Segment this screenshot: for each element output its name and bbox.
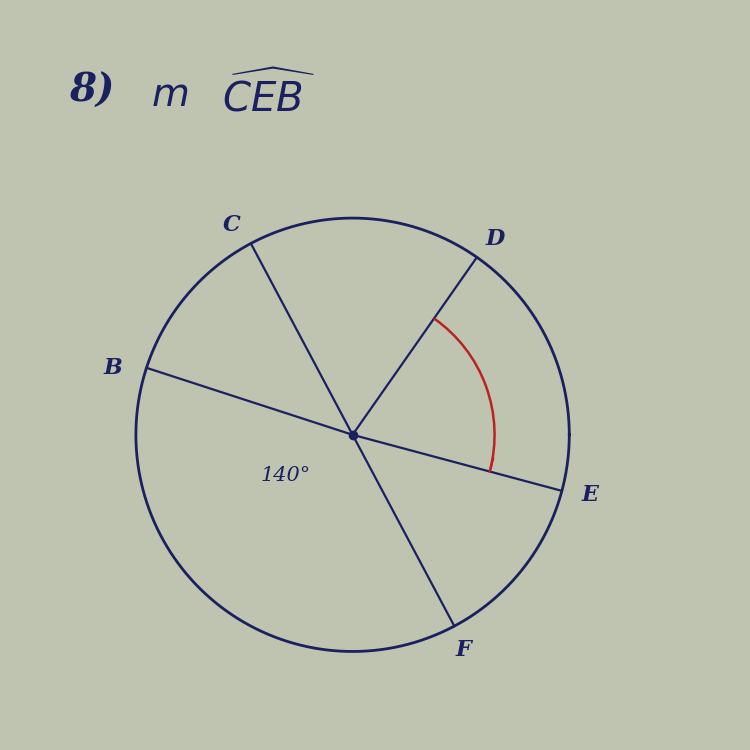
Text: 140°: 140° — [260, 466, 310, 485]
Text: $m$: $m$ — [151, 76, 188, 114]
Text: $\widehat{CEB}$: $\widehat{CEB}$ — [222, 70, 315, 119]
Text: C: C — [224, 214, 241, 236]
Text: F: F — [455, 639, 471, 661]
Text: D: D — [486, 227, 506, 250]
Text: B: B — [104, 357, 122, 379]
Text: 8): 8) — [69, 72, 114, 110]
Text: E: E — [582, 484, 598, 506]
